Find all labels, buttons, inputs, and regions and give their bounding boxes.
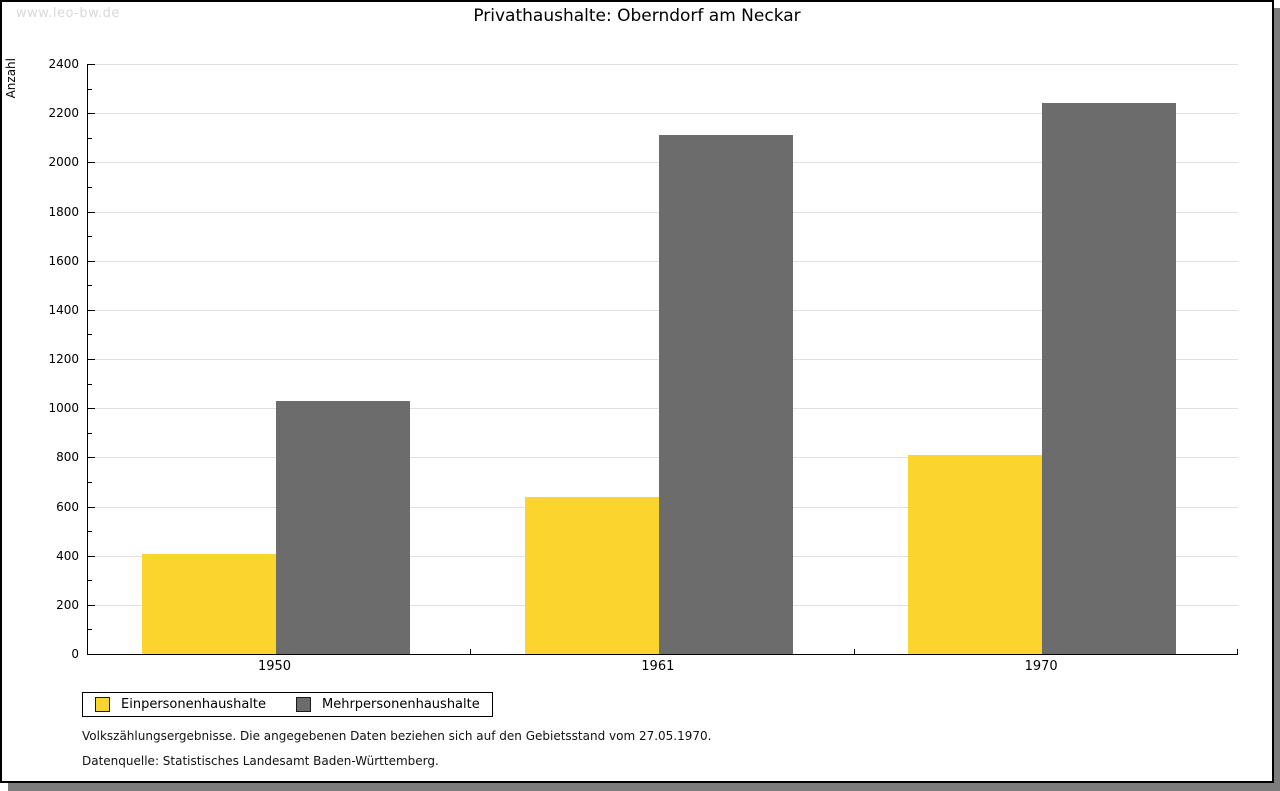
y-gridline bbox=[88, 64, 1238, 65]
y-axis-minor-tick bbox=[88, 531, 92, 533]
y-axis-major-tick bbox=[88, 604, 95, 606]
y-axis-minor-tick bbox=[88, 137, 92, 139]
footnote-gebietsstand: Volkszählungsergebnisse. Die angegebenen… bbox=[82, 729, 712, 743]
bar-mehrpersonenhaushalte-1950 bbox=[275, 400, 410, 654]
x-axis-tick bbox=[470, 649, 472, 654]
bar-einpersonenhaushalte-1961 bbox=[524, 496, 659, 654]
y-axis-tick-label: 1000 bbox=[48, 401, 79, 416]
y-axis-title: Anzahl bbox=[4, 58, 18, 99]
y-axis-minor-tick bbox=[88, 334, 92, 336]
y-axis-tick-label: 600 bbox=[56, 499, 79, 514]
y-axis-major-tick bbox=[88, 555, 95, 557]
y-axis-major-tick bbox=[88, 506, 95, 508]
legend: Einpersonenhaushalte Mehrpersonenhaushal… bbox=[82, 692, 493, 717]
y-axis-tick-label: 2200 bbox=[48, 106, 79, 121]
y-axis-minor-tick bbox=[88, 88, 92, 90]
y-axis-tick-label: 2400 bbox=[48, 57, 79, 71]
y-axis-tick-label: 1400 bbox=[48, 302, 79, 317]
y-axis-major-tick bbox=[88, 64, 95, 65]
x-axis-tick bbox=[853, 649, 855, 654]
bar-mehrpersonenhaushalte-1970 bbox=[1042, 103, 1177, 654]
bar-einpersonenhaushalte-1970 bbox=[908, 454, 1043, 654]
y-axis-minor-tick bbox=[88, 186, 92, 188]
watermark: www.leo-bw.de bbox=[16, 6, 120, 21]
y-axis-minor-tick bbox=[88, 236, 92, 238]
chart-plot-area bbox=[87, 64, 1238, 655]
x-axis-category-label: 1950 bbox=[257, 659, 292, 674]
y-axis-minor-tick bbox=[88, 481, 92, 483]
bar-mehrpersonenhaushalte-1961 bbox=[658, 135, 793, 654]
y-axis-major-tick bbox=[88, 162, 95, 164]
y-axis-tick-label: 800 bbox=[56, 450, 79, 465]
y-axis-tick-label: 200 bbox=[56, 597, 79, 612]
y-axis-major-tick bbox=[88, 260, 95, 262]
x-axis-tick bbox=[1237, 649, 1238, 654]
legend-label: Mehrpersonenhaushalte bbox=[322, 697, 480, 712]
y-axis-tick-label: 2000 bbox=[48, 155, 79, 170]
y-axis-major-tick bbox=[88, 457, 95, 459]
y-axis-tick-label: 400 bbox=[56, 548, 79, 563]
legend-item-einpersonenhaushalte: Einpersonenhaushalte bbox=[95, 697, 266, 712]
y-axis-minor-tick bbox=[88, 285, 92, 287]
legend-label: Einpersonenhaushalte bbox=[121, 697, 266, 712]
y-axis-tick-label: 1600 bbox=[48, 253, 79, 268]
legend-swatch-mehrpersonenhaushalte bbox=[296, 697, 311, 712]
y-axis-major-tick bbox=[88, 113, 95, 115]
legend-item-mehrpersonenhaushalte: Mehrpersonenhaushalte bbox=[296, 697, 480, 712]
x-axis-category-label: 1970 bbox=[1024, 659, 1058, 674]
y-axis-minor-tick bbox=[88, 580, 92, 582]
y-axis-tick-label: 0 bbox=[71, 647, 79, 661]
y-axis-major-tick bbox=[88, 211, 95, 213]
bar-einpersonenhaushalte-1950 bbox=[141, 554, 276, 654]
y-axis-minor-tick bbox=[88, 383, 92, 385]
chart-title: Privathaushalte: Oberndorf am Neckar bbox=[473, 6, 801, 26]
y-axis-tick-label: 1800 bbox=[48, 204, 79, 219]
y-axis-minor-tick bbox=[88, 432, 92, 434]
y-axis-major-tick bbox=[88, 309, 95, 311]
y-axis-major-tick bbox=[88, 359, 95, 360]
legend-swatch-einpersonenhaushalte bbox=[95, 697, 110, 712]
y-gridline bbox=[88, 113, 1238, 115]
footnote-datenquelle: Datenquelle: Statistisches Landesamt Bad… bbox=[82, 754, 439, 768]
y-axis-minor-tick bbox=[88, 629, 92, 631]
y-axis-tick-label: 1200 bbox=[48, 352, 79, 366]
y-axis-major-tick bbox=[88, 408, 95, 410]
x-axis-category-label: 1961 bbox=[641, 659, 675, 674]
